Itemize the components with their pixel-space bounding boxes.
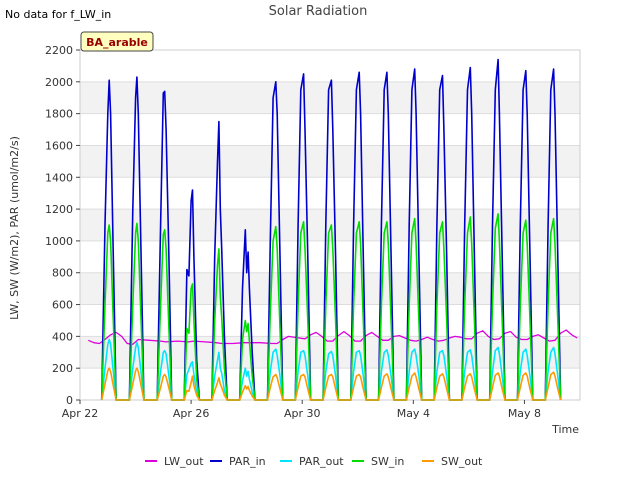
legend-label: LW_out — [164, 455, 204, 468]
x-tick-label: Apr 30 — [284, 407, 321, 420]
legend-label: PAR_out — [299, 455, 344, 468]
y-tick-label: 400 — [52, 330, 73, 343]
y-tick-label: 1800 — [45, 108, 73, 121]
x-tick-label: Apr 22 — [62, 407, 99, 420]
legend: LW_out PAR_in PAR_out SW_in SW_out — [145, 455, 483, 468]
x-tick-label: May 4 — [397, 407, 430, 420]
series-sw-out-line — [100, 367, 562, 401]
no-data-note: No data for f_LW_in — [5, 8, 111, 21]
chart-title: Solar Radiation — [269, 4, 368, 19]
y-tick-label: 800 — [52, 267, 73, 280]
y-tick-label: 2200 — [45, 44, 73, 57]
grid-band — [80, 209, 580, 241]
badge-box — [80, 31, 154, 52]
series-lines — [88, 58, 578, 401]
legend-label: PAR_in — [229, 455, 266, 468]
y-tick-label: 1600 — [45, 139, 73, 152]
legend-label: SW_out — [441, 455, 483, 468]
y-tick-label: 2000 — [45, 76, 73, 89]
x-tick-label: May 8 — [508, 407, 541, 420]
y-tick-label: 200 — [52, 362, 73, 375]
x-tick-label: Apr 26 — [173, 407, 210, 420]
y-axis: 0 200 400 600 800 1000 1200 1400 1600 1800 2000 220… — [45, 44, 80, 407]
x-axis-label: Time — [551, 423, 579, 436]
y-tick-label: 1000 — [45, 235, 73, 248]
y-tick-label: 1200 — [45, 203, 73, 216]
badge: BA_arable — [80, 31, 154, 52]
plot-frame — [79, 49, 581, 401]
x-axis: Apr 22 Apr 26 Apr 30 May 4 May 8 — [62, 400, 541, 420]
grid-bands — [80, 49, 580, 401]
grid-band — [80, 272, 580, 305]
grid-band — [80, 145, 580, 178]
y-tick-label: 0 — [66, 394, 73, 407]
y-tick-label: 600 — [52, 299, 73, 312]
y-tick-label: 1400 — [45, 171, 73, 184]
badge-label: BA_arable — [86, 36, 148, 49]
y-axis-label: LW, SW (W/m2), PAR (umol/m2/s) — [8, 136, 21, 320]
legend-label: SW_in — [371, 455, 404, 468]
